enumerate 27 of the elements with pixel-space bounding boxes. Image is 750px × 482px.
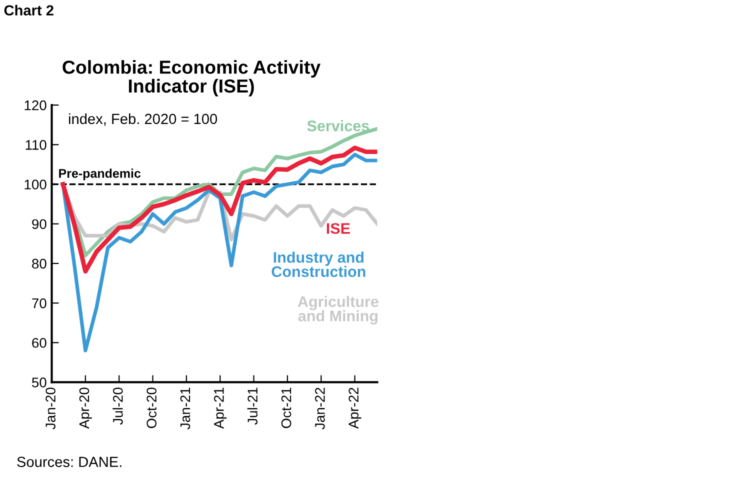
- x-tick-label: Jan-20: [46, 388, 56, 430]
- x-tick-label: Apr-21: [214, 388, 227, 429]
- ref-line-label: Pre-pandemic: [59, 168, 141, 180]
- line-series: [61, 152, 378, 352]
- text: Industry and Construction: [272, 252, 366, 278]
- text: ISE: [326, 223, 350, 234]
- x-tick-label: Apr-20: [79, 388, 92, 429]
- series-label: Services: [307, 120, 369, 132]
- chart-title: Colombia: Economic Activity Indicator (ISE): [62, 60, 321, 96]
- y-tick-label: 100: [24, 180, 46, 190]
- x-tick-label: Jan-21: [180, 388, 190, 430]
- x-tick-label: Jul-21: [247, 388, 258, 425]
- y-tick-label: 80: [32, 258, 46, 269]
- y-tick-label: 70: [32, 298, 46, 308]
- annotation: index, Feb. 2020 = 100: [69, 113, 218, 126]
- source-note: Sources: DANE.: [17, 456, 122, 468]
- y-tick-label: 110: [26, 140, 46, 150]
- x-tick-label: Jul-20: [112, 388, 123, 425]
- x-tick-label: Apr-22: [348, 388, 362, 429]
- x-tick-label: Oct-20: [146, 388, 156, 428]
- caption: Chart 2: [4, 4, 54, 16]
- y-tick-label: 50: [32, 378, 46, 388]
- y-tick-label: 120: [24, 100, 46, 110]
- y-tick-label: 60: [32, 338, 46, 348]
- x-tick-label: Jan-22: [315, 388, 325, 430]
- x-tick-label: Oct-21: [281, 388, 292, 428]
- y-tick-label: 90: [32, 219, 46, 230]
